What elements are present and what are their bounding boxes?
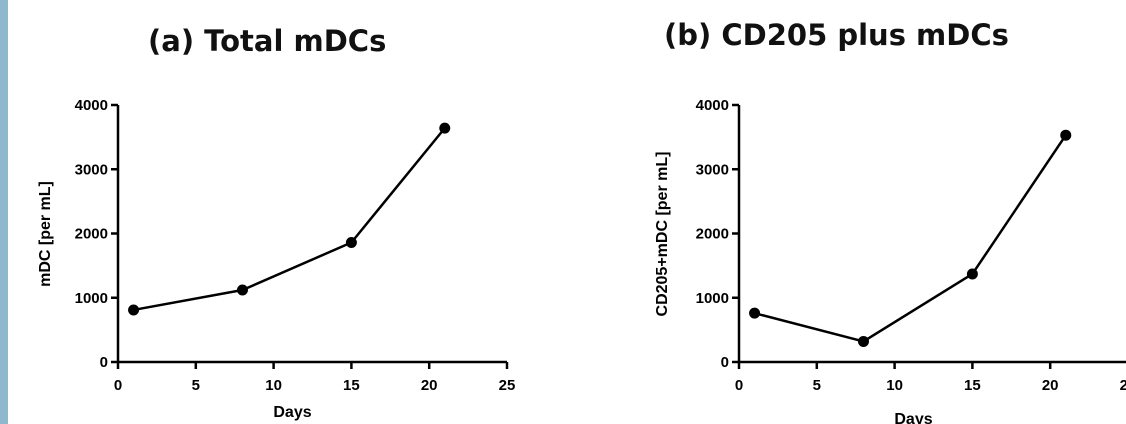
b-data-point-0 (749, 307, 761, 319)
x-tick-label: 15 (964, 377, 981, 394)
x-axis-title: Days (894, 411, 932, 424)
x-tick-label: 0 (735, 377, 743, 394)
chart-a-title: (a) Total mDCs (148, 24, 387, 58)
x-tick-label: 0 (114, 377, 122, 394)
y-tick-label: 2000 (696, 226, 729, 243)
x-tick-label: 10 (265, 377, 282, 394)
b-data-point-2 (966, 268, 978, 280)
x-tick-label: 25 (499, 377, 516, 394)
a-data-point-1 (236, 284, 248, 296)
x-tick-label: 20 (1042, 377, 1059, 394)
chart-a: 0 1000 2000 3000 4000 0 5 10 15 20 25 Days mDC [per … (37, 97, 515, 421)
y-axis-title: CD205+mDC [per mL] (654, 152, 671, 317)
y-tick-label: 0 (721, 354, 729, 371)
a-data-point-2 (345, 236, 357, 248)
x-tick-label: 25 (1120, 377, 1126, 394)
y-tick-label: 3000 (696, 161, 729, 178)
x-tick-label: 5 (813, 377, 821, 394)
y-tick-label: 3000 (75, 161, 108, 178)
chart-b: 0 1000 2000 3000 4000 0 5 10 15 20 25 Days CD205+mDC… (654, 97, 1126, 424)
y-tick-label: 2000 (75, 226, 108, 243)
a-data-point-3 (439, 122, 451, 134)
a-data-point-0 (128, 304, 140, 316)
series-line (754, 134, 1067, 343)
chart-b-title: (b) CD205 plus mDCs (664, 18, 1009, 52)
y-tick-label: 4000 (696, 97, 729, 114)
y-tick-label: 1000 (696, 290, 729, 307)
x-tick-label: 20 (421, 377, 438, 394)
x-tick-label: 5 (192, 377, 200, 394)
left-accent-strip (0, 0, 8, 424)
y-axis-title: mDC [per mL] (37, 181, 54, 287)
x-tick-label: 15 (343, 377, 360, 394)
x-axis-title: Days (273, 404, 311, 421)
b-data-point-3 (1060, 129, 1072, 141)
y-tick-label: 4000 (75, 97, 108, 114)
series-line (133, 127, 446, 312)
y-tick-label: 0 (100, 354, 108, 371)
x-tick-label: 10 (886, 377, 903, 394)
y-tick-label: 1000 (75, 290, 108, 307)
b-data-point-1 (857, 335, 869, 347)
